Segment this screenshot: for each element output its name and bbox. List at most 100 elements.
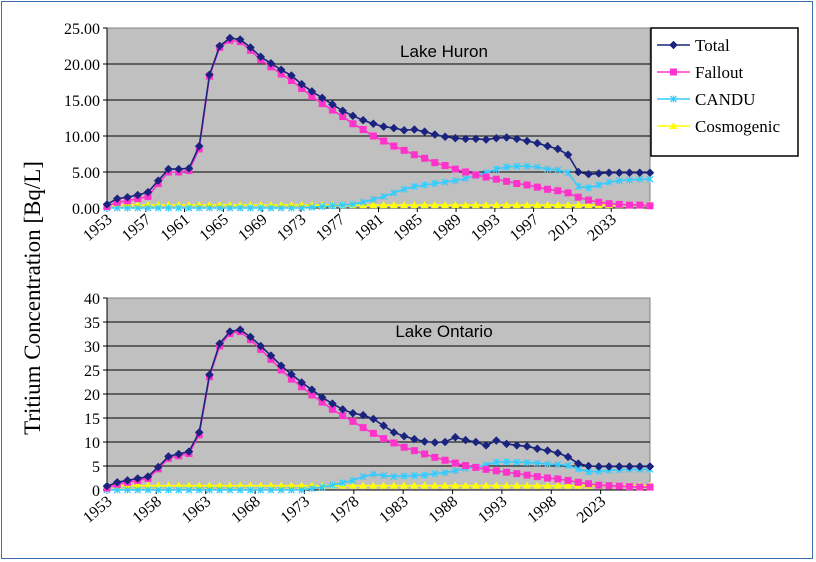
data-point: [543, 446, 552, 455]
legend-entry-total: Total: [657, 36, 730, 55]
x-tick-label: 1978: [327, 493, 362, 527]
legend-entry-fallout: Fallout: [657, 63, 743, 82]
data-point: [308, 203, 316, 211]
y-axis-title: Tritium Concentration [Bq/L]: [20, 161, 45, 435]
data-point: [236, 481, 245, 489]
data-point: [328, 202, 336, 210]
data-point: [369, 119, 378, 129]
x-tick-label: 1965: [196, 211, 231, 245]
x-tick-label: 2033: [584, 211, 619, 245]
data-point: [430, 481, 439, 489]
data-point: [420, 481, 429, 489]
data-point: [564, 169, 572, 177]
data-point: [533, 183, 541, 191]
data-point: [563, 150, 573, 160]
data-point: [595, 198, 603, 206]
data-point: [133, 190, 143, 200]
data-point: [625, 462, 634, 471]
data-point: [195, 486, 203, 494]
data-point: [512, 441, 522, 450]
data-point: [626, 176, 633, 184]
data-point: [102, 481, 112, 491]
data-point: [205, 481, 214, 489]
data-point: [594, 462, 604, 471]
data-point: [614, 168, 624, 178]
data-point: [512, 481, 521, 489]
data-point: [246, 481, 255, 489]
data-point: [225, 327, 235, 336]
data-point: [380, 435, 388, 443]
data-point: [481, 441, 491, 450]
data-point: [369, 201, 378, 209]
data-point: [256, 481, 265, 489]
data-point: [451, 201, 460, 209]
data-point: [216, 486, 224, 494]
data-point: [133, 481, 142, 489]
data-point: [461, 481, 470, 489]
data-point: [318, 483, 326, 491]
data-point: [165, 204, 172, 212]
data-point: [124, 204, 131, 212]
data-point: [348, 481, 357, 489]
data-point: [430, 438, 440, 447]
data-point: [553, 201, 562, 209]
data-point: [164, 481, 173, 489]
data-point: [421, 181, 429, 189]
data-point: [389, 201, 398, 209]
data-point: [389, 123, 399, 133]
data-point: [400, 443, 408, 451]
data-point: [635, 462, 645, 471]
data-point: [276, 65, 286, 75]
data-point: [134, 486, 142, 494]
data-point: [390, 439, 398, 447]
data-point: [626, 201, 634, 209]
data-point: [544, 185, 552, 193]
data-point: [246, 332, 255, 342]
legend-label: Total: [695, 36, 730, 55]
data-point: [462, 168, 470, 176]
data-point: [318, 398, 326, 406]
data-point: [399, 431, 409, 441]
data-point: [614, 462, 624, 471]
data-point: [400, 481, 409, 489]
data-point: [544, 474, 552, 482]
data-point: [554, 461, 562, 469]
data-point: [328, 99, 337, 109]
data-point: [359, 424, 367, 432]
series-total: [102, 33, 655, 209]
data-point: [349, 417, 357, 425]
data-point: [553, 448, 563, 458]
data-point: [615, 177, 623, 185]
data-point: [492, 458, 500, 466]
data-point: [471, 481, 480, 489]
data-point: [420, 437, 429, 446]
data-point: [441, 469, 449, 477]
data-point: [318, 100, 326, 108]
data-point: [502, 133, 511, 142]
data-point: [492, 165, 500, 173]
data-point: [184, 481, 193, 489]
data-point: [339, 412, 347, 420]
data-point: [440, 132, 450, 142]
data-point: [205, 70, 214, 80]
data-point: [615, 200, 623, 208]
data-point: [235, 325, 245, 335]
data-point: [297, 481, 306, 489]
data-point: [349, 476, 357, 484]
data-point: [512, 134, 522, 144]
data-point: [154, 481, 163, 489]
data-point: [298, 204, 306, 212]
data-point: [277, 204, 285, 212]
data-point: [605, 178, 613, 186]
data-point: [328, 399, 337, 408]
data-point: [266, 58, 276, 68]
data-point: [645, 168, 655, 178]
data-point: [348, 408, 358, 418]
data-point: [358, 410, 368, 420]
data-point: [134, 204, 142, 212]
data-point: [287, 77, 295, 85]
data-point: [266, 481, 275, 489]
data-point: [256, 52, 266, 62]
data-point: [175, 486, 183, 494]
data-point: [164, 164, 173, 174]
